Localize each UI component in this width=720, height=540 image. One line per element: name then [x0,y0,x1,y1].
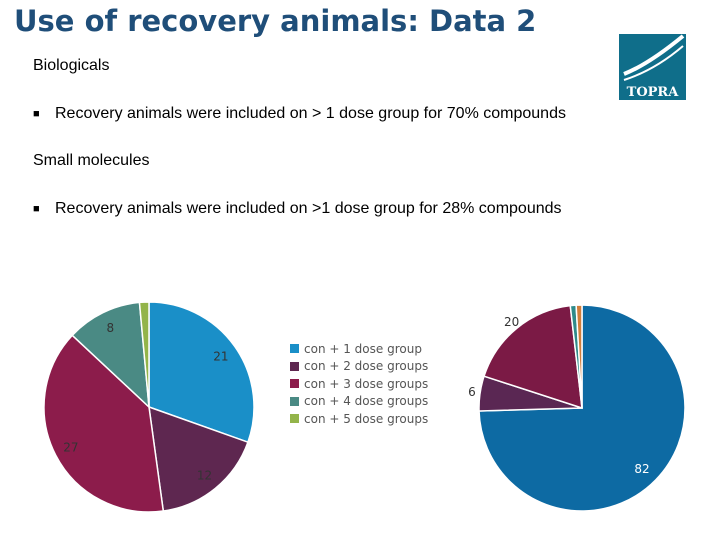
pie-slice [148,301,255,444]
square-bullet-icon: ■ [33,108,40,120]
legend-label: con + 3 dose groups [304,376,429,391]
pie-slice [478,304,686,512]
pie-data-label: 20 [504,315,519,329]
pie-slice [148,405,249,512]
legend-label: con + 5 dose groups [304,411,429,426]
pie-data-label: 6 [468,385,476,399]
bullet-small-molecules: ■ Recovery animals were included on >1 d… [33,200,562,218]
slide-title: Use of recovery animals: Data 2 [14,4,537,38]
pie-slice [43,334,165,513]
legend-item: con + 4 dose groups [290,393,428,411]
pie-data-label: 21 [213,349,228,363]
bullet-text-small-molecules: Recovery animals were included on >1 dos… [55,200,562,217]
legend-item: con + 3 dose groups [290,375,428,393]
pie-slice [483,304,583,410]
legend-item: con + 5 dose groups [290,410,428,428]
pie-slice [138,301,150,408]
legend-swatch [290,414,299,424]
chart-legend: con + 1 dose group con + 2 dose groups c… [290,340,428,428]
pie-data-label: 12 [197,468,212,482]
legend-item: con + 1 dose group [290,340,428,358]
pie-slice [575,304,583,409]
legend-swatch [290,344,299,354]
pie-chart-small-molecules: 82 6 20 [468,304,686,512]
legend-swatch [290,396,299,406]
square-bullet-icon: ■ [33,203,40,215]
topra-logo: TOPRA [619,34,686,100]
bullet-text-biologicals: Recovery animals were included on > 1 do… [55,105,566,122]
legend-item: con + 2 dose groups [290,358,428,376]
legend-swatch [290,379,299,389]
pie-data-label: 27 [63,440,78,454]
legend-label: con + 1 dose group [304,341,422,356]
legend-label: con + 2 dose groups [304,359,429,374]
pie-data-label: 8 [106,321,114,335]
pie-data-label: 82 [634,462,649,476]
pie-slice [71,301,150,409]
section-heading-biologicals: Biologicals [33,57,110,74]
section-heading-small-molecules: Small molecules [33,152,150,169]
legend-swatch [290,361,299,371]
bullet-biologicals: ■ Recovery animals were included on > 1 … [33,105,566,123]
logo-wordmark: TOPRA [627,85,680,100]
pie-chart-biologicals: 21 12 27 8 [43,301,255,513]
topra-logo-mark: TOPRA [619,34,686,100]
legend-label: con + 4 dose groups [304,394,429,409]
